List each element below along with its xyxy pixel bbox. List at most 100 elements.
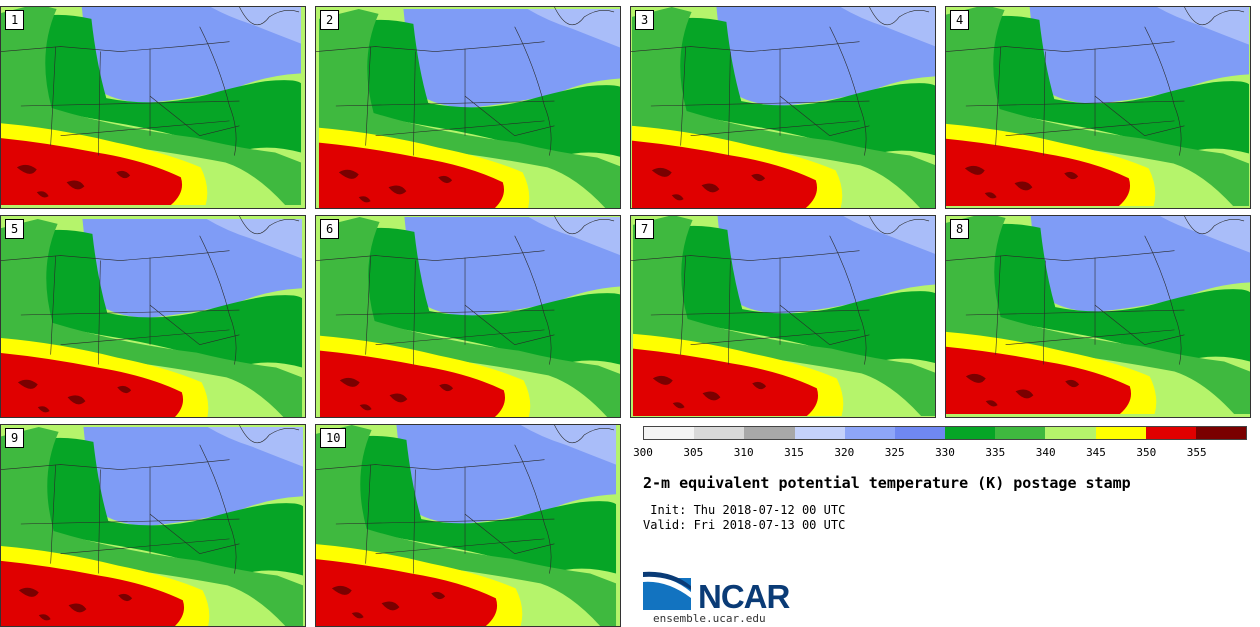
ensemble-member-panel: 1	[0, 6, 306, 209]
member-number-label: 8	[950, 219, 970, 239]
state-boundary	[239, 425, 300, 444]
member-number-label: 3	[635, 10, 655, 30]
state-boundary	[1184, 7, 1245, 26]
ensemble-member-panel: 7	[630, 215, 936, 418]
state-boundary	[316, 250, 545, 261]
colorbar-tick-label: 325	[884, 446, 905, 459]
contour-fill	[1, 7, 302, 206]
state-boundary	[1005, 120, 1175, 137]
state-boundary	[690, 120, 860, 137]
colorbar-swatch	[995, 427, 1046, 439]
contour-fill	[18, 587, 133, 621]
contour-fill	[206, 218, 303, 259]
theta-e-map	[946, 216, 1250, 417]
colorbar-tick-label: 300	[633, 446, 653, 459]
colorbar-swatch	[1045, 427, 1096, 439]
contour-fill	[316, 425, 617, 626]
state-boundary	[149, 95, 240, 137]
theta-e-map	[316, 7, 620, 208]
contour-fill	[843, 216, 935, 254]
member-number-label: 4	[950, 10, 970, 30]
state-boundary	[413, 469, 416, 574]
member-number-label: 2	[320, 10, 340, 30]
state-boundary	[779, 95, 870, 137]
state-boundary	[335, 518, 555, 525]
figure-title: 2-m equivalent potential temperature (K)…	[643, 474, 1131, 492]
colorbar-swatch	[1195, 427, 1247, 439]
contour-fill	[1, 352, 184, 417]
state-boundary	[554, 216, 615, 235]
state-boundary	[1144, 26, 1182, 156]
member-number-label: 5	[5, 219, 25, 239]
contour-fill	[651, 167, 766, 201]
colorbar-swatch	[1095, 427, 1146, 439]
contour-fill	[319, 216, 620, 417]
contour-fill	[946, 346, 1132, 415]
colorbar-swatch	[844, 427, 895, 439]
ensemble-member-panel: 5	[0, 215, 306, 418]
contour-fill	[961, 15, 1250, 154]
contour-fill	[1, 218, 303, 417]
state-boundary	[1094, 304, 1185, 346]
state-boundary	[365, 464, 371, 564]
colorbar	[643, 426, 1247, 440]
state-boundary	[50, 464, 56, 564]
state-boundary	[365, 255, 371, 355]
contour-fill	[16, 164, 131, 198]
colorbar-tick-label: 335	[985, 446, 1006, 459]
contour-fill	[716, 7, 935, 107]
contour-fill	[1157, 7, 1250, 45]
colorbar-tick-label: 355	[1186, 446, 1207, 459]
theta-e-map	[946, 7, 1250, 208]
contour-fill	[520, 425, 617, 465]
state-boundary	[1005, 329, 1175, 346]
contour-fill	[632, 348, 819, 417]
state-boundary	[728, 260, 731, 365]
state-boundary	[464, 304, 555, 346]
contour-fill	[207, 426, 304, 467]
contour-fill	[965, 373, 1080, 407]
contour-fill	[319, 350, 506, 417]
state-boundary	[946, 250, 1175, 261]
state-boundary	[631, 250, 860, 261]
contour-fill	[82, 218, 303, 318]
ensemble-member-panel: 4	[945, 6, 1251, 209]
colorbar-tick-label: 310	[733, 446, 754, 459]
contour-fill	[946, 216, 1250, 415]
member-number-label: 7	[635, 219, 655, 239]
state-boundary	[50, 255, 56, 355]
state-boundary	[239, 7, 300, 26]
state-boundary	[1184, 216, 1245, 235]
contour-fill	[339, 377, 454, 411]
state-boundary	[728, 51, 731, 156]
colorbar-tick-label: 315	[784, 446, 804, 459]
state-boundary	[1, 459, 230, 470]
state-boundary	[1043, 51, 1046, 156]
state-boundary	[829, 235, 867, 365]
state-boundary	[375, 329, 545, 346]
ensemble-member-panel: 6	[315, 215, 621, 418]
colorbar-tick-label: 350	[1136, 446, 1157, 459]
state-boundary	[514, 444, 552, 574]
state-boundary	[375, 120, 545, 137]
member-number-label: 1	[5, 10, 25, 30]
ensemble-member-panel: 10	[315, 424, 621, 627]
colorbar-tick-label: 330	[935, 446, 955, 459]
contour-fill	[318, 8, 620, 208]
state-boundary	[869, 7, 930, 26]
contour-fill	[964, 165, 1079, 199]
state-boundary	[199, 444, 237, 574]
theta-e-map	[1, 7, 305, 208]
state-boundary	[98, 51, 101, 156]
contour-fill	[527, 8, 620, 48]
member-number-label: 6	[320, 219, 340, 239]
contour-fill	[17, 379, 132, 413]
theta-e-map	[631, 216, 935, 417]
state-boundary	[98, 469, 101, 574]
contour-fill	[1030, 216, 1250, 313]
state-boundary	[1043, 260, 1046, 365]
colorbar-tick-label: 320	[834, 446, 855, 459]
contour-fill	[840, 7, 935, 47]
member-number-label: 9	[5, 428, 25, 448]
state-boundary	[1094, 95, 1185, 137]
